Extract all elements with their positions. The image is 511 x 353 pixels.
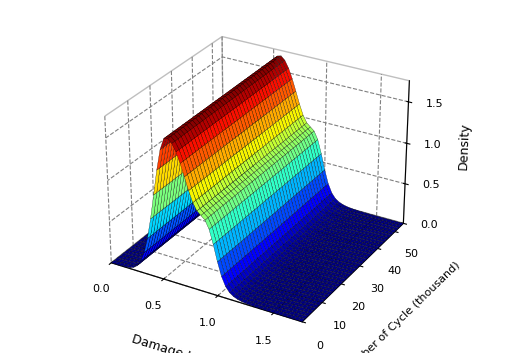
Y-axis label: Number of Cycle (thousand): Number of Cycle (thousand) <box>342 260 462 353</box>
X-axis label: Damage Index: Damage Index <box>130 332 221 353</box>
